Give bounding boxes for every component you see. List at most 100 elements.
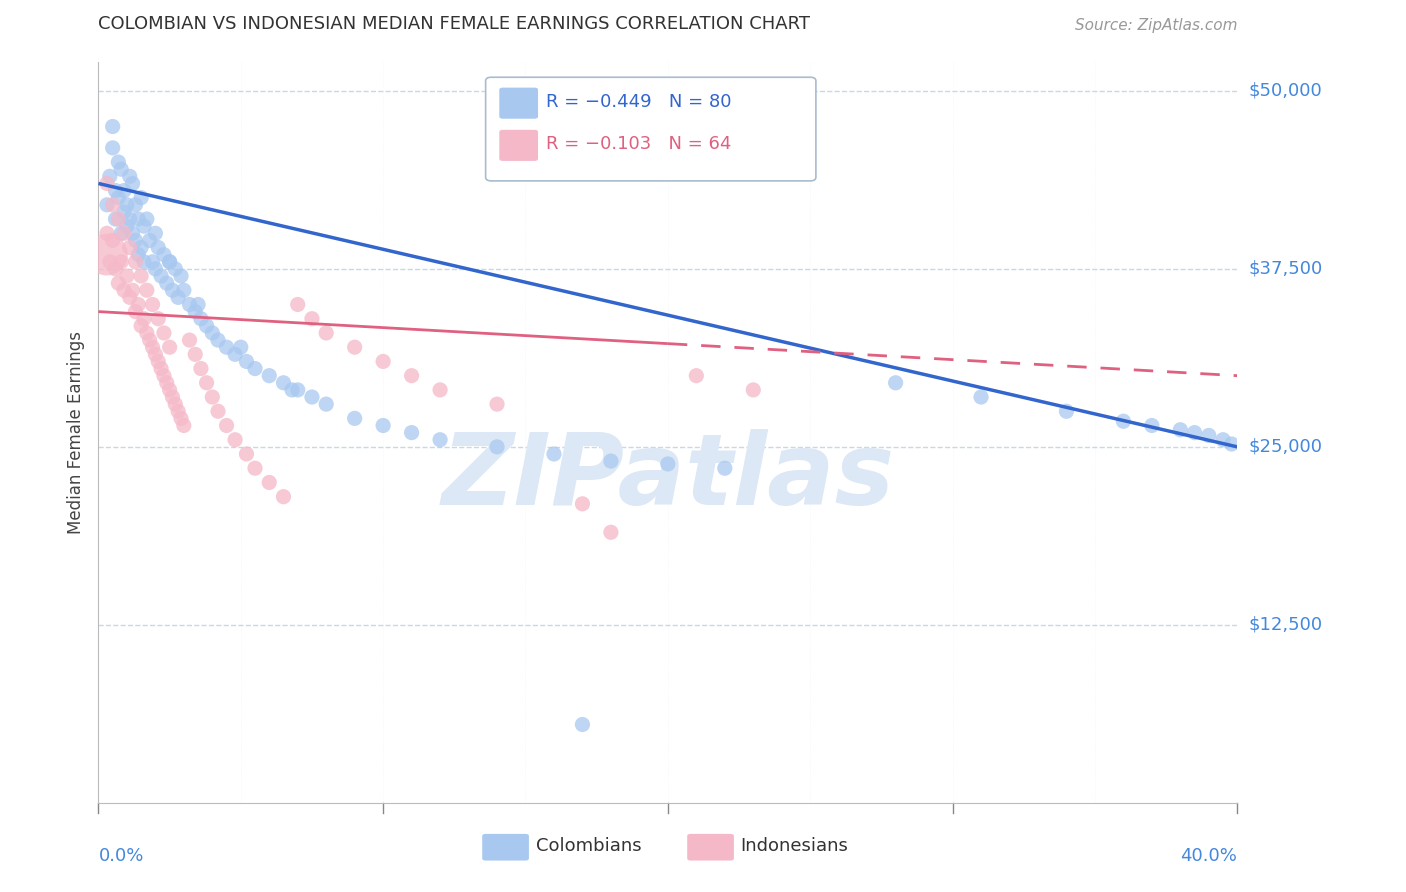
Point — [600, 525, 623, 540]
Point — [96, 198, 118, 212]
Point — [118, 290, 141, 304]
Point — [132, 219, 155, 234]
Point — [184, 347, 207, 361]
Point — [124, 304, 146, 318]
Point — [96, 227, 118, 241]
Point — [165, 397, 187, 411]
Point — [118, 169, 141, 184]
Text: COLOMBIAN VS INDONESIAN MEDIAN FEMALE EARNINGS CORRELATION CHART: COLOMBIAN VS INDONESIAN MEDIAN FEMALE EA… — [98, 15, 810, 33]
Text: Source: ZipAtlas.com: Source: ZipAtlas.com — [1074, 18, 1237, 33]
Point — [148, 354, 170, 368]
Point — [162, 283, 184, 297]
FancyBboxPatch shape — [499, 130, 538, 161]
Point — [107, 191, 129, 205]
Point — [373, 418, 395, 433]
Point — [101, 120, 124, 134]
Point — [115, 198, 138, 212]
Point — [215, 340, 238, 354]
Point — [373, 354, 395, 368]
Point — [129, 268, 152, 283]
Point — [104, 184, 127, 198]
Text: 0.0%: 0.0% — [98, 847, 143, 865]
Point — [110, 227, 132, 241]
Point — [243, 361, 266, 376]
Point — [121, 227, 143, 241]
Point — [207, 404, 229, 418]
Point — [170, 411, 193, 425]
Text: $37,500: $37,500 — [1249, 260, 1323, 278]
Point — [138, 333, 160, 347]
Text: $50,000: $50,000 — [1249, 82, 1322, 100]
Point — [110, 254, 132, 268]
Point — [135, 283, 157, 297]
Point — [153, 247, 176, 261]
Point — [127, 297, 149, 311]
Point — [112, 227, 135, 241]
Point — [243, 461, 266, 475]
Point — [153, 368, 176, 383]
Text: R = −0.449   N = 80: R = −0.449 N = 80 — [546, 93, 731, 111]
Point — [129, 240, 152, 255]
Point — [714, 461, 737, 475]
Point — [571, 717, 593, 731]
Point — [543, 447, 565, 461]
Point — [127, 212, 149, 227]
Point — [159, 254, 181, 268]
Point — [1212, 433, 1234, 447]
Point — [115, 219, 138, 234]
Point — [124, 254, 146, 268]
Point — [685, 368, 707, 383]
Text: 40.0%: 40.0% — [1181, 847, 1237, 865]
Point — [96, 177, 118, 191]
Point — [156, 276, 179, 290]
Point — [159, 383, 181, 397]
Point — [215, 418, 238, 433]
Point — [104, 212, 127, 227]
Point — [121, 283, 143, 297]
Point — [429, 383, 451, 397]
Text: Indonesians: Indonesians — [741, 837, 849, 855]
Point — [156, 376, 179, 390]
Point — [190, 361, 212, 376]
Point — [129, 318, 152, 333]
Point — [190, 311, 212, 326]
Point — [970, 390, 993, 404]
Point — [1220, 437, 1243, 451]
Point — [150, 268, 173, 283]
Point — [159, 254, 181, 268]
Point — [145, 261, 167, 276]
Point — [287, 383, 309, 397]
Point — [96, 247, 118, 261]
Point — [429, 433, 451, 447]
Point — [1198, 428, 1220, 442]
Point — [135, 326, 157, 340]
Point — [315, 326, 337, 340]
Point — [229, 340, 252, 354]
Point — [141, 340, 163, 354]
Text: $12,500: $12,500 — [1249, 615, 1323, 634]
Text: R = −0.103   N = 64: R = −0.103 N = 64 — [546, 135, 731, 153]
Point — [742, 383, 765, 397]
Point — [273, 376, 295, 390]
Point — [135, 212, 157, 227]
Point — [124, 234, 146, 248]
Point — [1056, 404, 1078, 418]
Point — [104, 261, 127, 276]
Y-axis label: Median Female Earnings: Median Female Earnings — [66, 331, 84, 534]
Point — [132, 311, 155, 326]
Point — [159, 340, 181, 354]
FancyBboxPatch shape — [482, 834, 529, 861]
Point — [235, 447, 257, 461]
Point — [167, 404, 190, 418]
Point — [884, 376, 907, 390]
Point — [107, 276, 129, 290]
Point — [165, 261, 187, 276]
Point — [173, 418, 195, 433]
Point — [1140, 418, 1163, 433]
Point — [167, 290, 190, 304]
Point — [121, 177, 143, 191]
Point — [195, 376, 218, 390]
Point — [486, 440, 509, 454]
Point — [173, 283, 195, 297]
Point — [98, 169, 121, 184]
